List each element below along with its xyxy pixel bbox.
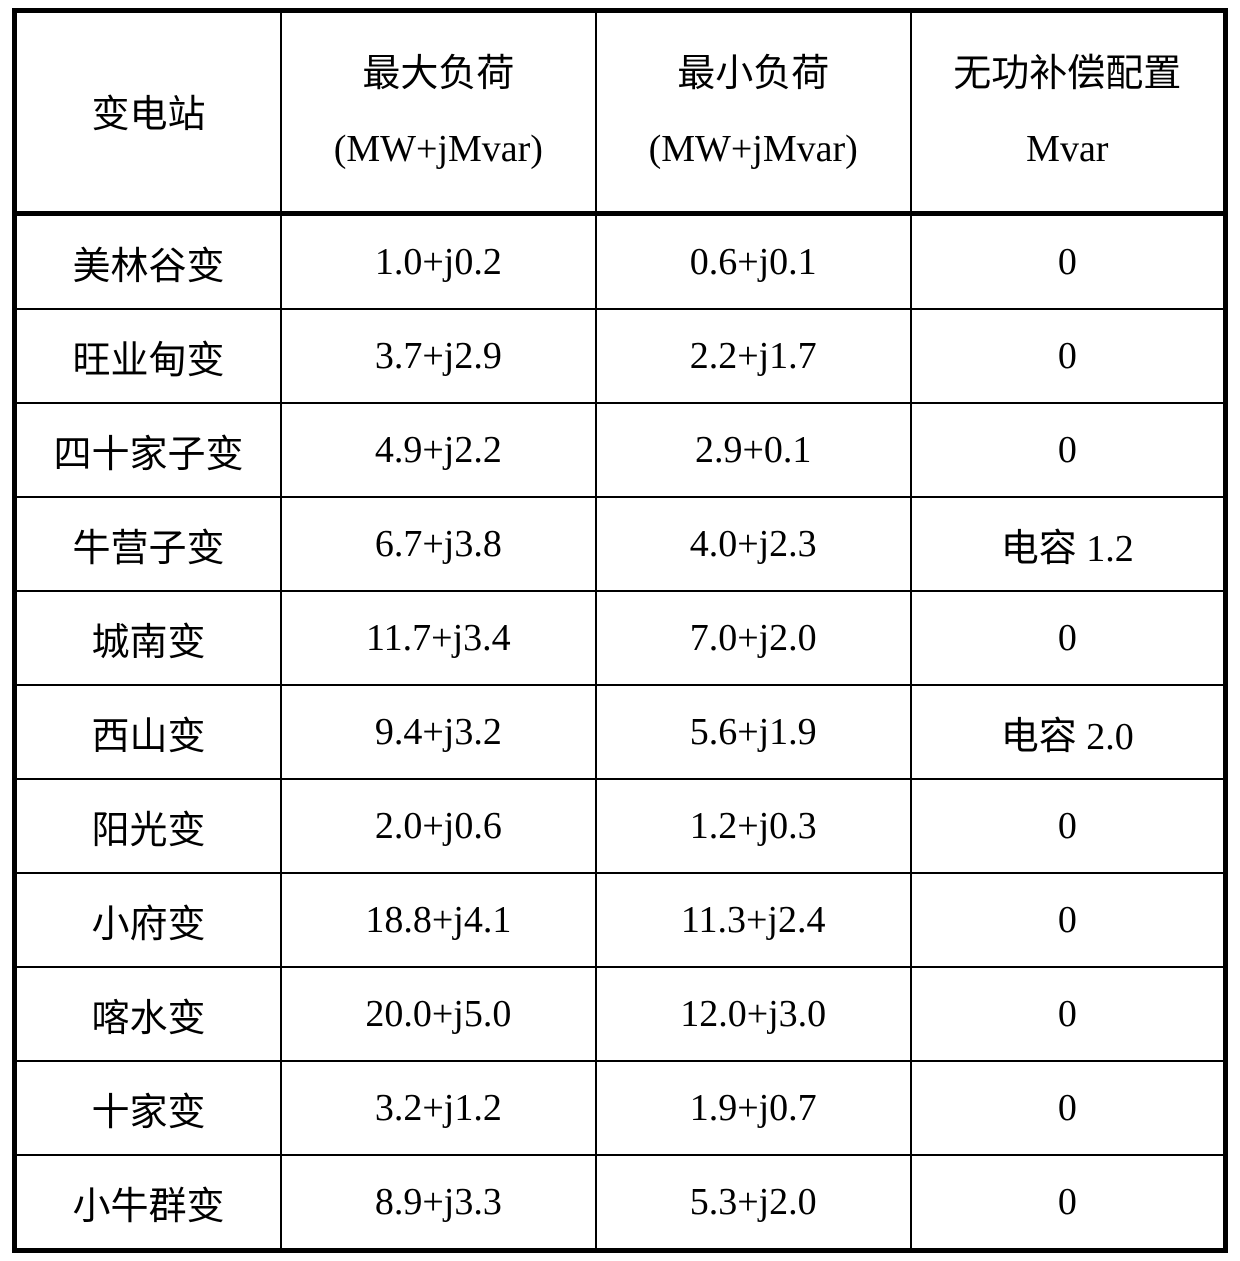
- substation-load-table: 变电站 最大负荷 (MW+jMvar) 最小负荷 (MW+jMvar): [12, 8, 1228, 1253]
- table-cell: 20.0+j5.0: [281, 967, 596, 1061]
- table-cell: 4.9+j2.2: [281, 403, 596, 497]
- col-header-substation-line1: 变电站: [18, 85, 279, 139]
- table-row: 四十家子变4.9+j2.22.9+0.10: [15, 403, 1226, 497]
- col-header-compensation-line2: Mvar: [913, 127, 1222, 181]
- col-header-compensation-line1: 无功补偿配置: [913, 44, 1222, 98]
- table-cell: 7.0+j2.0: [596, 591, 911, 685]
- table-cell: 11.3+j2.4: [596, 873, 911, 967]
- table-row: 阳光变2.0+j0.61.2+j0.30: [15, 779, 1226, 873]
- table-cell: 0: [911, 1155, 1226, 1251]
- table-cell: 1.2+j0.3: [596, 779, 911, 873]
- table-cell: 美林谷变: [15, 214, 281, 310]
- table-cell: 12.0+j3.0: [596, 967, 911, 1061]
- table-container: 变电站 最大负荷 (MW+jMvar) 最小负荷 (MW+jMvar): [0, 0, 1240, 1261]
- table-cell: 5.6+j1.9: [596, 685, 911, 779]
- col-header-min-load-line1: 最小负荷: [598, 44, 909, 98]
- table-body: 美林谷变1.0+j0.20.6+j0.10旺业甸变3.7+j2.92.2+j1.…: [15, 214, 1226, 1251]
- table-row: 十家变3.2+j1.21.9+j0.70: [15, 1061, 1226, 1155]
- table-cell: 5.3+j2.0: [596, 1155, 911, 1251]
- table-cell: 1.9+j0.7: [596, 1061, 911, 1155]
- table-cell: 8.9+j3.3: [281, 1155, 596, 1251]
- table-cell: 电容 2.0: [911, 685, 1226, 779]
- table-cell: 0: [911, 309, 1226, 403]
- table-cell: 旺业甸变: [15, 309, 281, 403]
- table-cell: 2.9+0.1: [596, 403, 911, 497]
- table-cell: 3.2+j1.2: [281, 1061, 596, 1155]
- table-cell: 4.0+j2.3: [596, 497, 911, 591]
- table-cell: 0: [911, 403, 1226, 497]
- table-cell: 0: [911, 591, 1226, 685]
- table-header-row: 变电站 最大负荷 (MW+jMvar) 最小负荷 (MW+jMvar): [15, 11, 1226, 214]
- table-row: 牛营子变6.7+j3.84.0+j2.3电容 1.2: [15, 497, 1226, 591]
- table-cell: 喀水变: [15, 967, 281, 1061]
- table-cell: 小府变: [15, 873, 281, 967]
- table-cell: 电容 1.2: [911, 497, 1226, 591]
- table-cell: 18.8+j4.1: [281, 873, 596, 967]
- table-cell: 0: [911, 873, 1226, 967]
- table-row: 小牛群变8.9+j3.35.3+j2.00: [15, 1155, 1226, 1251]
- table-cell: 城南变: [15, 591, 281, 685]
- table-cell: 四十家子变: [15, 403, 281, 497]
- table-cell: 3.7+j2.9: [281, 309, 596, 403]
- col-header-compensation: 无功补偿配置 Mvar: [911, 11, 1226, 214]
- col-header-max-load: 最大负荷 (MW+jMvar): [281, 11, 596, 214]
- col-header-max-load-line2: (MW+jMvar): [283, 127, 594, 181]
- table-row: 旺业甸变3.7+j2.92.2+j1.70: [15, 309, 1226, 403]
- table-row: 西山变9.4+j3.25.6+j1.9电容 2.0: [15, 685, 1226, 779]
- table-row: 美林谷变1.0+j0.20.6+j0.10: [15, 214, 1226, 310]
- col-header-max-load-line1: 最大负荷: [283, 44, 594, 98]
- table-cell: 西山变: [15, 685, 281, 779]
- col-header-min-load: 最小负荷 (MW+jMvar): [596, 11, 911, 214]
- table-row: 城南变11.7+j3.47.0+j2.00: [15, 591, 1226, 685]
- table-cell: 9.4+j3.2: [281, 685, 596, 779]
- table-row: 小府变18.8+j4.111.3+j2.40: [15, 873, 1226, 967]
- table-cell: 十家变: [15, 1061, 281, 1155]
- table-cell: 2.0+j0.6: [281, 779, 596, 873]
- table-header: 变电站 最大负荷 (MW+jMvar) 最小负荷 (MW+jMvar): [15, 11, 1226, 214]
- table-cell: 阳光变: [15, 779, 281, 873]
- table-row: 喀水变20.0+j5.012.0+j3.00: [15, 967, 1226, 1061]
- table-cell: 0: [911, 967, 1226, 1061]
- table-cell: 1.0+j0.2: [281, 214, 596, 310]
- col-header-substation: 变电站: [15, 11, 281, 214]
- table-cell: 牛营子变: [15, 497, 281, 591]
- table-cell: 11.7+j3.4: [281, 591, 596, 685]
- table-cell: 0.6+j0.1: [596, 214, 911, 310]
- table-cell: 0: [911, 1061, 1226, 1155]
- col-header-min-load-line2: (MW+jMvar): [598, 127, 909, 181]
- table-cell: 6.7+j3.8: [281, 497, 596, 591]
- table-cell: 2.2+j1.7: [596, 309, 911, 403]
- table-cell: 小牛群变: [15, 1155, 281, 1251]
- table-cell: 0: [911, 779, 1226, 873]
- table-cell: 0: [911, 214, 1226, 310]
